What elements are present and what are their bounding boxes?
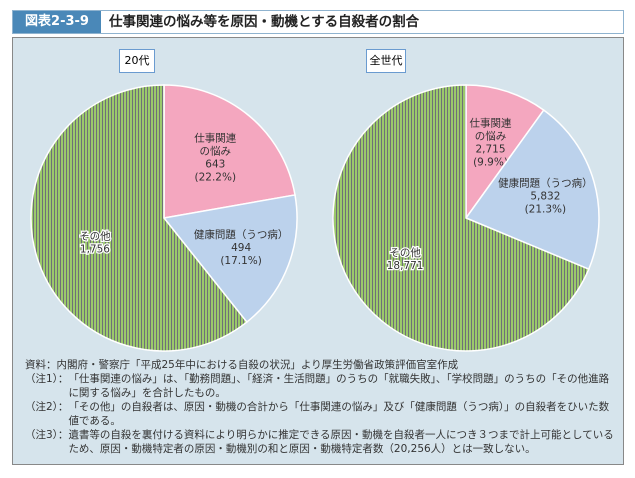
slice-label: 2,715 [475,144,505,156]
note: 資料： 内閣府・警察庁「平成25年中における自殺の状況」より厚生労働省政策評価官室… [25,358,615,372]
figure-title-bar: 図表2-3-9 仕事関連の悩み等を原因・動機とする自殺者の割合 [12,10,624,34]
slice-label: その他 [79,230,111,243]
note-key: 資料： [25,359,57,371]
slice-label: (22.2%) [195,171,237,183]
pie-slice [162,194,298,324]
pie-slice [30,84,248,352]
slice-label: (21.3%) [525,204,567,216]
slice-label: 1,756 [80,244,110,256]
pie-slice [163,84,296,219]
note-text: 「仕事関連の悩み」は、「勤務問題」、「経済・生活問題」のうちの「就職失敗」、「学… [68,373,610,399]
slice-label: 18,771 [387,260,424,272]
note-key: （注3）： [25,429,69,441]
slice-label: 仕事関連 [470,117,512,130]
note-text: 遺書等の自殺を裏付ける資料により明らかに推定できる原因・動機を自殺者一人につき３… [68,429,614,455]
note-key: （注2）： [25,401,69,413]
slice-label: (17.1%) [220,255,262,267]
slice-label: 643 [205,158,225,170]
slice-label: 健康問題（うつ病） [194,228,289,241]
slice-label: 健康問題（うつ病） [498,177,593,190]
slice-label: 494 [231,242,251,254]
pie-title-all-ages: 全世代 [366,49,406,73]
chart-panel: 20代 全世代 仕事関連 の悩み 643 (22.2%) 健康問題（うつ病） 494 (17… [12,37,624,465]
pie-charts: 仕事関連の悩み643(22.2%)健康問題（うつ病）494(17.1%)その他1… [30,84,600,352]
pie-slice [332,84,590,352]
note: （注3）： 遺書等の自殺を裏付ける資料により明らかに推定できる原因・動機を自殺者一… [25,428,615,456]
note: （注1）： 「仕事関連の悩み」は、「勤務問題」、「経済・生活問題」のうちの「就職失… [25,372,615,400]
slice-label: (9.9%) [473,157,508,169]
note-text: 「その他」の自殺者は、原因・動機の合計から「仕事関連の悩み」及び「健康問題（うつ… [68,401,610,427]
figure-title: 仕事関連の悩み等を原因・動機とする自殺者の割合 [109,14,420,30]
slice-label: の悩み [475,130,507,143]
note-key: （注1）： [25,373,69,385]
notes: 資料： 内閣府・警察庁「平成25年中における自殺の状況」より厚生労働省政策評価官室… [25,358,615,456]
note-text: 内閣府・警察庁「平成25年中における自殺の状況」より厚生労働省政策評価官室作成 [56,359,459,371]
slice-label: その他 [389,246,421,259]
pie-slice [464,109,600,271]
slice-label: 5,832 [530,191,560,203]
figure-number: 図表2-3-9 [13,11,101,33]
note: （注2）： 「その他」の自殺者は、原因・動機の合計から「仕事関連の悩み」及び「健康… [25,400,615,428]
slice-label: 仕事関連 [194,131,236,144]
pie-slice [465,84,545,221]
slice-label: の悩み [200,144,232,157]
pie-title-20s: 20代 [119,49,155,73]
